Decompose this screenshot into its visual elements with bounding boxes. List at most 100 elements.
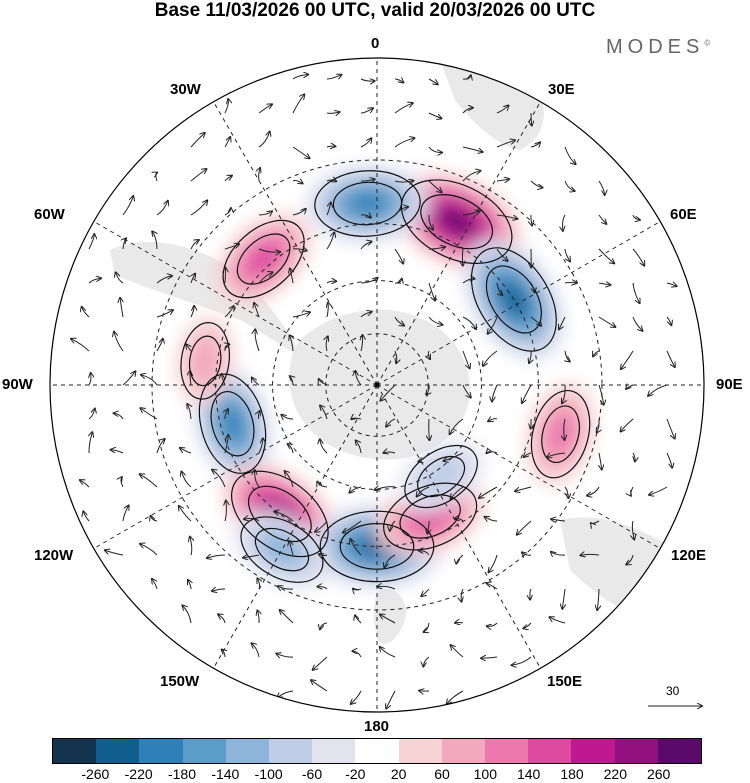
wind-arrow	[343, 520, 362, 533]
wind-arrow	[487, 452, 498, 454]
meridian-line	[376, 221, 661, 386]
wind-arrow	[591, 520, 600, 524]
wind-arrow	[487, 622, 498, 626]
wind-arrow	[225, 344, 229, 352]
wind-arrow	[88, 409, 95, 420]
wind-arrow	[666, 452, 672, 468]
colorbar-tick-label: 20	[390, 766, 407, 782]
colorbar-tick-label: -100	[254, 766, 283, 782]
wind-arrow	[355, 615, 362, 624]
colorbar-swatch	[182, 739, 226, 763]
wind-arrow	[156, 276, 172, 284]
wind-arrow	[224, 306, 234, 318]
wind-arrow	[530, 142, 540, 147]
wind-arrow	[597, 418, 599, 433]
anomaly-contour	[188, 335, 222, 387]
wind-arrow	[181, 472, 192, 488]
colorbar-swatch	[355, 739, 399, 763]
wind-arrow	[383, 452, 396, 453]
wind-arrow	[190, 240, 199, 250]
wind-arrow	[394, 79, 403, 83]
wind-arrow	[187, 404, 191, 420]
colorbar-tick-label: -220	[124, 766, 153, 782]
colorbar-swatch	[528, 739, 572, 763]
wind-arrow	[462, 350, 470, 368]
wind-arrow	[551, 552, 566, 555]
lon-label-0: 0	[371, 35, 380, 52]
colorbar-swatch	[225, 739, 270, 763]
anomaly-blob	[221, 407, 244, 440]
wind-arrow	[257, 610, 259, 624]
wind-arrow	[648, 384, 668, 396]
wind-arrow	[428, 282, 435, 300]
wind-arrow	[361, 335, 363, 352]
wind-arrow	[598, 248, 614, 263]
wind-arrow	[222, 649, 225, 658]
wind-arrow	[462, 316, 476, 329]
map-title: Base 11/03/2026 00 UTC, valid 20/03/2026…	[154, 0, 596, 21]
wind-arrow	[360, 312, 372, 318]
wind-arrow	[285, 471, 294, 488]
meridian-line	[213, 384, 378, 669]
wind-arrow	[326, 202, 331, 216]
lon-label-60e: 60E	[670, 206, 697, 223]
wind-arrow	[394, 248, 403, 264]
wind-arrow	[598, 384, 604, 405]
meridian-line	[213, 101, 378, 386]
wind-arrow	[496, 105, 509, 114]
colorbar-tick-label: -140	[211, 766, 240, 782]
wind-arrow	[462, 108, 473, 114]
wind-arrow	[156, 201, 168, 216]
wind-arrow	[598, 214, 606, 224]
colorbar-swatch	[398, 739, 442, 763]
wind-arrow	[89, 373, 91, 386]
wind-arrow	[280, 610, 294, 624]
wind-arrow	[562, 214, 565, 231]
wind-arrow	[483, 350, 498, 366]
wind-arrow	[251, 643, 260, 658]
colorbar-swatch	[614, 739, 658, 763]
wind-arrow	[395, 350, 397, 363]
lon-label-60w: 60W	[34, 206, 65, 223]
anomaly-blob	[247, 243, 280, 275]
colorbar-swatch	[657, 739, 702, 763]
wind-arrow	[244, 518, 260, 521]
wind-arrow	[666, 350, 675, 367]
lon-label-30e: 30E	[548, 81, 575, 98]
colorbar-tick-label: 180	[560, 766, 584, 782]
wind-arrow	[259, 168, 260, 182]
colorbar-ticks: -260 -220 -180 -140 -100 -60 -20 20 60 100 140 180 2…	[52, 766, 702, 782]
wind-arrow	[394, 103, 413, 114]
colorbar-tick-label: 100	[473, 766, 498, 782]
wind-arrow	[319, 554, 328, 555]
wind-arrow	[462, 211, 480, 215]
wind-arrow	[633, 452, 635, 461]
anomaly-contour	[236, 233, 291, 285]
anomaly-blob	[350, 193, 385, 215]
wind-arrow	[632, 316, 643, 331]
wind-arrow	[488, 316, 498, 334]
wind-arrow	[327, 303, 328, 318]
wind-arrow	[456, 554, 464, 564]
wind-arrow	[462, 171, 481, 182]
wind-arrow	[666, 316, 671, 325]
wind-arrow	[462, 146, 483, 152]
wind-arrow	[182, 605, 192, 624]
wind-arrow	[496, 214, 517, 219]
anomaly-contour	[314, 170, 421, 237]
wind-arrow	[462, 279, 475, 284]
wind-arrow	[276, 654, 294, 658]
wind-arrow	[140, 474, 158, 488]
wind-arrow	[479, 486, 498, 498]
wind-arrow	[564, 248, 570, 261]
wind-arrow	[549, 617, 566, 624]
wind-arrow	[649, 486, 668, 495]
wind-arrow	[152, 231, 157, 250]
wind-arrow	[105, 550, 124, 556]
anomaly-contour	[383, 482, 478, 551]
wind-arrow	[156, 172, 157, 182]
wind-arrow	[111, 450, 124, 454]
wind-arrow	[598, 283, 610, 285]
wind-arrow	[222, 374, 226, 386]
lon-label-30w: 30W	[170, 81, 201, 98]
